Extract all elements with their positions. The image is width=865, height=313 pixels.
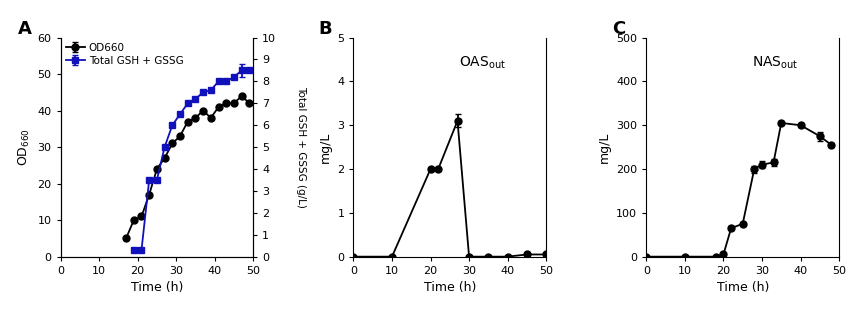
Text: OAS$_\mathrm{out}$: OAS$_\mathrm{out}$ — [459, 55, 507, 71]
Y-axis label: Total GSH + GSSG (g/L): Total GSH + GSSG (g/L) — [296, 86, 305, 208]
X-axis label: Time (h): Time (h) — [131, 281, 183, 294]
Y-axis label: mg/L: mg/L — [318, 131, 332, 163]
Y-axis label: OD$_{660}$: OD$_{660}$ — [16, 128, 32, 166]
Legend: OD660, Total GSH + GSSG: OD660, Total GSH + GSSG — [66, 43, 183, 66]
Text: C: C — [612, 20, 625, 38]
Text: A: A — [18, 20, 32, 38]
Text: B: B — [319, 20, 332, 38]
Text: NAS$_\mathrm{out}$: NAS$_\mathrm{out}$ — [753, 55, 799, 71]
X-axis label: Time (h): Time (h) — [424, 281, 476, 294]
Y-axis label: mg/L: mg/L — [598, 131, 611, 163]
X-axis label: Time (h): Time (h) — [716, 281, 769, 294]
